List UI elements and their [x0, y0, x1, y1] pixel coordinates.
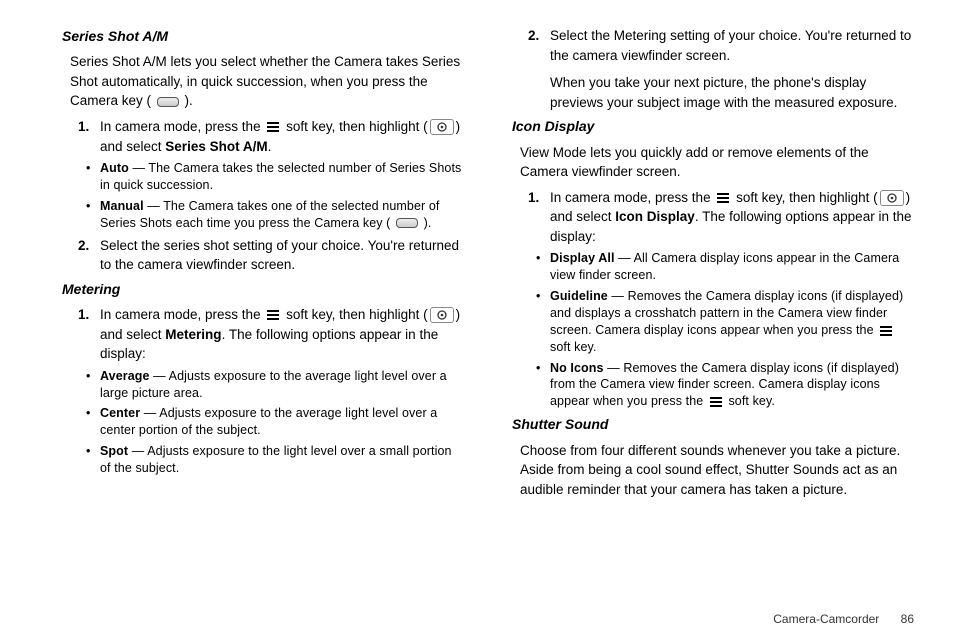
text: soft key, then highlight (: [282, 307, 427, 322]
list-item: • Center — Adjusts exposure to the avera…: [86, 405, 464, 439]
bullet-body: No Icons — Removes the Camera display ic…: [550, 360, 914, 411]
bullet-body: Auto — The Camera takes the selected num…: [100, 160, 464, 194]
text: — Adjusts exposure to the average light …: [100, 369, 447, 400]
heading-shutter-sound: Shutter Sound: [512, 414, 914, 434]
settings-icon: [880, 190, 904, 206]
text: soft key.: [550, 340, 597, 354]
left-column: Series Shot A/M Series Shot A/M lets you…: [62, 22, 464, 602]
bold-label: No Icons: [550, 361, 604, 375]
text: soft key, then highlight (: [732, 190, 877, 205]
text: — The Camera takes the selected number o…: [100, 161, 461, 192]
bullet: •: [536, 360, 550, 411]
bold-label: Series Shot A/M: [165, 139, 267, 154]
heading-icon-display: Icon Display: [512, 116, 914, 136]
icon-display-intro: View Mode lets you quickly add or remove…: [520, 143, 914, 182]
number: 2.: [528, 26, 550, 112]
page-footer: Camera-Camcorder 86: [62, 602, 914, 626]
settings-icon: [430, 307, 454, 323]
camera-key-icon: [157, 97, 179, 107]
bullet-body: Guideline — Removes the Camera display i…: [550, 288, 914, 356]
bullet: •: [86, 405, 100, 439]
bullet-body: Average — Adjusts exposure to the averag…: [100, 368, 464, 402]
text: In camera mode, press the: [100, 119, 264, 134]
number: 1.: [78, 117, 100, 156]
right-column: 2. Select the Metering setting of your c…: [512, 22, 914, 602]
step-body: In camera mode, press the soft key, then…: [550, 188, 914, 247]
bold-label: Auto: [100, 161, 129, 175]
settings-icon: [430, 119, 454, 135]
menu-icon: [266, 309, 280, 321]
menu-icon: [709, 396, 723, 408]
bold-label: Average: [100, 369, 150, 383]
list-item: • Auto — The Camera takes the selected n…: [86, 160, 464, 194]
page: Series Shot A/M Series Shot A/M lets you…: [0, 0, 954, 636]
bold-label: Center: [100, 406, 140, 420]
bold-label: Spot: [100, 444, 128, 458]
bold-label: Guideline: [550, 289, 608, 303]
list-item: 1. In camera mode, press the soft key, t…: [528, 188, 914, 247]
shutter-sound-text: Choose from four different sounds whenev…: [520, 441, 914, 500]
text: — Adjusts exposure to the light level ov…: [100, 444, 452, 475]
text: .: [268, 139, 272, 154]
bullet-body: Manual — The Camera takes one of the sel…: [100, 198, 464, 232]
bold-label: Icon Display: [615, 209, 695, 224]
text: ).: [181, 93, 193, 108]
number: 2.: [78, 236, 100, 275]
list-item: 2. Select the Metering setting of your c…: [528, 26, 914, 112]
bullet: •: [86, 368, 100, 402]
bold-label: Metering: [165, 327, 221, 342]
menu-icon: [716, 192, 730, 204]
bullet-body: Display All — All Camera display icons a…: [550, 250, 914, 284]
bold-label: Manual: [100, 199, 144, 213]
list-item: • Manual — The Camera takes one of the s…: [86, 198, 464, 232]
bold-label: Display All: [550, 251, 615, 265]
text: — Adjusts exposure to the average light …: [100, 406, 437, 437]
list-item: • No Icons — Removes the Camera display …: [536, 360, 914, 411]
step-body: Select the series shot setting of your c…: [100, 236, 464, 275]
menu-icon: [266, 121, 280, 133]
page-number: 86: [901, 612, 914, 626]
list-item: • Spot — Adjusts exposure to the light l…: [86, 443, 464, 477]
bullet: •: [536, 250, 550, 284]
number: 1.: [528, 188, 550, 247]
text: soft key, then highlight (: [282, 119, 427, 134]
step-body: In camera mode, press the soft key, then…: [100, 305, 464, 364]
heading-metering: Metering: [62, 279, 464, 299]
text: Select the Metering setting of your choi…: [550, 26, 914, 65]
text: Series Shot A/M lets you select whether …: [70, 54, 460, 108]
step-body: Select the Metering setting of your choi…: [550, 26, 914, 112]
list-item: 1. In camera mode, press the soft key, t…: [78, 305, 464, 364]
bullet-body: Spot — Adjusts exposure to the light lev…: [100, 443, 464, 477]
footer-section: Camera-Camcorder: [773, 612, 879, 626]
text: In camera mode, press the: [550, 190, 714, 205]
step-body: In camera mode, press the soft key, then…: [100, 117, 464, 156]
series-intro: Series Shot A/M lets you select whether …: [70, 52, 464, 111]
number: 1.: [78, 305, 100, 364]
bullet: •: [536, 288, 550, 356]
list-item: 2. Select the series shot setting of you…: [78, 236, 464, 275]
menu-icon: [879, 325, 893, 337]
text: When you take your next picture, the pho…: [550, 73, 914, 112]
text: — The Camera takes one of the selected n…: [100, 199, 439, 230]
text: In camera mode, press the: [100, 307, 264, 322]
camera-key-icon: [396, 218, 418, 228]
bullet: •: [86, 160, 100, 194]
bullet-body: Center — Adjusts exposure to the average…: [100, 405, 464, 439]
text: ).: [420, 216, 431, 230]
bullet: •: [86, 198, 100, 232]
columns: Series Shot A/M Series Shot A/M lets you…: [62, 22, 914, 602]
text: soft key.: [725, 394, 775, 408]
list-item: • Average — Adjusts exposure to the aver…: [86, 368, 464, 402]
bullet: •: [86, 443, 100, 477]
list-item: • Display All — All Camera display icons…: [536, 250, 914, 284]
heading-series-shot: Series Shot A/M: [62, 26, 464, 46]
list-item: • Guideline — Removes the Camera display…: [536, 288, 914, 356]
list-item: 1. In camera mode, press the soft key, t…: [78, 117, 464, 156]
